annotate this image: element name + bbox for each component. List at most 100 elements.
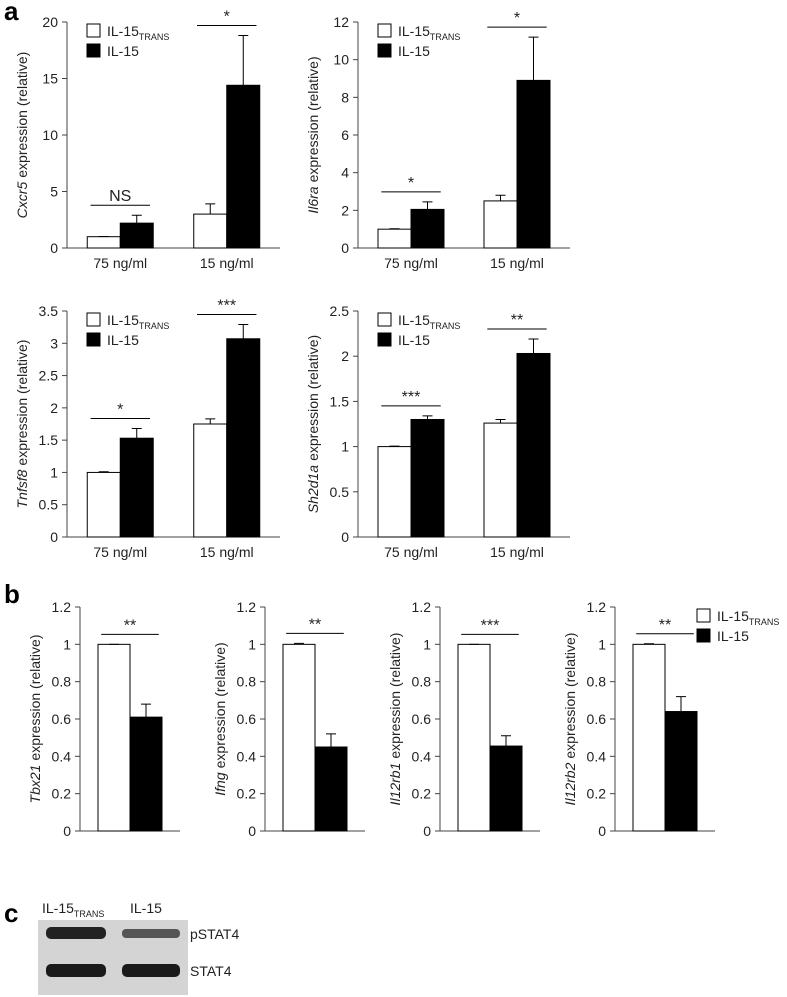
error-bar [131, 428, 142, 439]
y-tick-label: 1.2 [412, 599, 432, 615]
x-tick-label: 75 ng/ml [93, 544, 147, 560]
lane-label-name: IL-15 [42, 900, 74, 916]
bar [410, 418, 445, 538]
x-tick-label: 75 ng/ml [384, 544, 438, 560]
y-tick-label: 0.4 [237, 748, 257, 764]
y-axis-label-text: expression (relative) [305, 56, 321, 182]
y-tick-label: 1.2 [52, 599, 72, 615]
y-tick-label: 1 [423, 636, 431, 652]
y-tick-label: 0.4 [587, 748, 607, 764]
y-axis-label-text: expression (relative) [562, 633, 578, 759]
legend-swatch [86, 332, 101, 347]
legend-label: IL-15 [107, 43, 139, 59]
y-tick-label: 0 [50, 529, 58, 545]
y-tick-label: 1 [248, 636, 256, 652]
y-axis-label-gene: Ifng [212, 772, 228, 796]
y-tick-label: 0.2 [412, 786, 432, 802]
y-tick-label: 0.5 [330, 484, 350, 500]
bar [193, 423, 228, 538]
significance-label: * [117, 402, 123, 419]
y-tick-label: 1 [598, 636, 606, 652]
y-tick-label: 1 [341, 439, 349, 455]
y-axis-label-text: expression (relative) [14, 340, 30, 466]
y-tick-label: 0.8 [237, 674, 257, 690]
y-axis-label-text: expression (relative) [387, 633, 403, 759]
significance-label: * [408, 175, 414, 192]
y-axis-label-gene: Il12rb1 [387, 763, 403, 806]
blot-band [122, 964, 180, 977]
y-tick-label: 2.5 [39, 368, 59, 384]
error-bar [205, 418, 216, 424]
legend-name: IL-15 [398, 23, 430, 39]
x-tick-label: 75 ng/ml [93, 255, 147, 271]
legend-swatch [86, 23, 101, 38]
chart: 0 0.5 1 1.5 2 2.5 3 3.5 Tnfsf8 expression (relati… [14, 298, 280, 560]
y-axis-label-text: expression (relative) [27, 635, 43, 761]
legend-swatch [377, 332, 392, 347]
significance-label: *** [402, 389, 421, 406]
bar [632, 643, 666, 832]
row-label: STAT4 [190, 963, 232, 979]
significance-label: ** [124, 617, 136, 634]
y-axis-label-gene: Cxcr5 [14, 182, 30, 219]
y-tick-label: 3 [50, 335, 58, 351]
y-tick-label: 1.5 [39, 432, 59, 448]
error-bar [676, 696, 686, 712]
bar [129, 716, 163, 832]
error-bar [495, 418, 506, 424]
bar [282, 643, 316, 832]
lane-label: IL-15 [130, 900, 162, 916]
legend-label: IL-15 [717, 628, 749, 644]
legend-label: IL-15 [398, 43, 430, 59]
bar [226, 338, 261, 538]
x-tick-label: 15 ng/ml [200, 544, 254, 560]
legend-name: IL-15 [107, 23, 139, 39]
y-tick-label: 0 [341, 240, 349, 256]
error-bar [326, 733, 336, 747]
x-tick-label: 75 ng/ml [384, 255, 438, 271]
error-bar [205, 203, 216, 215]
error-bar [644, 643, 654, 645]
y-axis-label: Il6ra expression (relative) [305, 56, 321, 213]
legend-name: IL-15 [398, 43, 430, 59]
y-tick-label: 0.8 [412, 674, 432, 690]
y-axis-label-gene: Tbx21 [27, 765, 43, 804]
y-tick-label: 5 [50, 184, 58, 200]
panel-label: a [4, 0, 19, 26]
chart: 0 0.2 0.4 0.6 0.8 1 1.2 Il12rb1 expression (rela… [387, 599, 540, 839]
y-tick-label: 2.5 [330, 303, 350, 319]
error-bar [238, 35, 249, 86]
y-tick-label: 1.5 [330, 393, 350, 409]
y-tick-label: 0 [50, 240, 58, 256]
y-axis-label: Il12rb2 expression (relative) [562, 633, 578, 806]
blot-band [122, 929, 180, 938]
y-tick-label: 2 [341, 348, 349, 364]
legend-name: IL-15 [398, 312, 430, 328]
y-tick-label: 0.6 [587, 711, 607, 727]
x-tick-label: 15 ng/ml [490, 255, 544, 271]
legend-swatch [377, 23, 392, 38]
chart: 0 5 10 15 20 Cxcr5 expression (relative) 75 ng/… [14, 9, 280, 271]
y-axis-label: Il12rb1 expression (relative) [387, 633, 403, 806]
x-tick-label: 15 ng/ml [490, 544, 544, 560]
y-tick-label: 0 [63, 823, 71, 839]
legend-subscript: TRANS [139, 32, 170, 42]
bar [377, 228, 412, 249]
legend-swatch [86, 43, 101, 58]
y-tick-label: 8 [341, 89, 349, 105]
error-bar [422, 415, 433, 420]
bar [516, 352, 551, 538]
y-tick-label: 0.4 [412, 748, 432, 764]
y-tick-label: 0 [341, 529, 349, 545]
bar [97, 643, 131, 832]
y-axis-label-text: expression (relative) [212, 642, 228, 768]
legend-label: IL-15 [107, 332, 139, 348]
y-tick-label: 0.8 [587, 674, 607, 690]
error-bar [528, 338, 539, 354]
legend-name: IL-15 [717, 628, 749, 644]
y-axis-label: Cxcr5 expression (relative) [14, 52, 30, 219]
y-axis-label: Sh2d1a expression (relative) [305, 335, 321, 513]
chart: 0 0.2 0.4 0.6 0.8 1 1.2 Ifng expression (relativ… [212, 599, 365, 839]
legend-label: IL-15TRANS [717, 608, 779, 627]
